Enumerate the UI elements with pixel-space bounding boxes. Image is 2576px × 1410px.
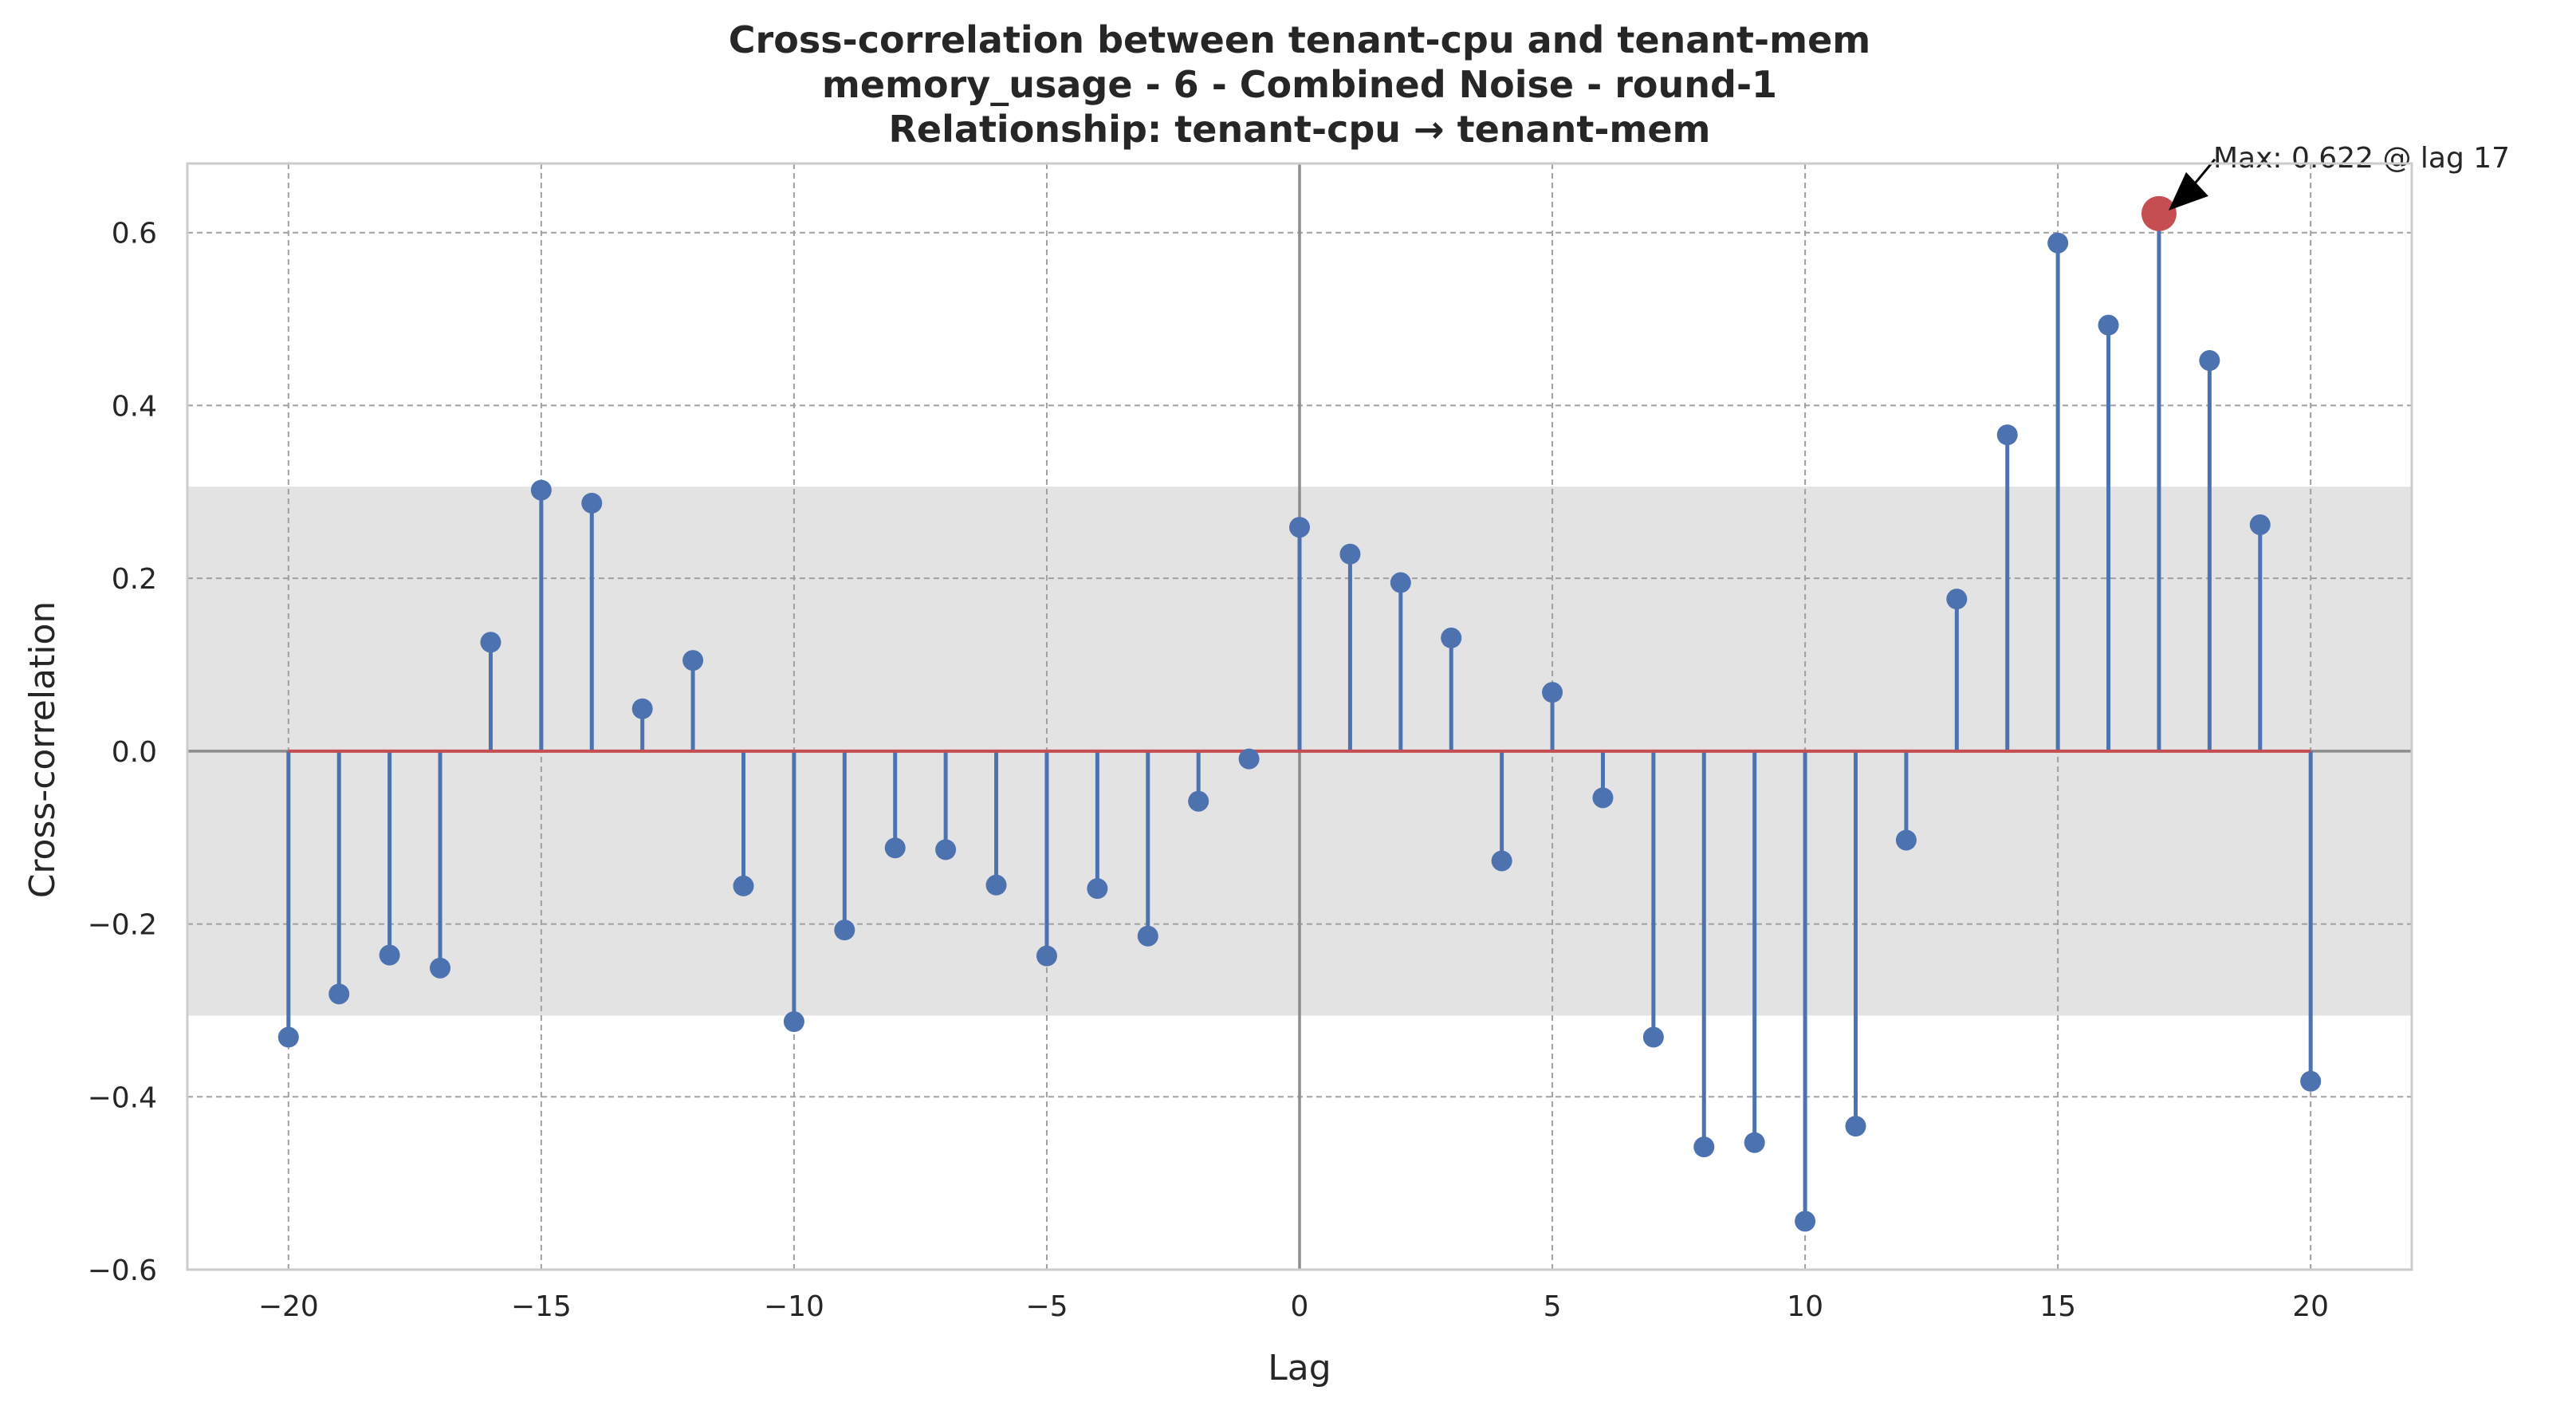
stem-marker bbox=[1642, 1026, 1664, 1048]
stem-marker bbox=[1238, 748, 1260, 770]
y-tick-label: 0.0 bbox=[112, 736, 157, 769]
max-marker bbox=[2141, 195, 2177, 231]
stem-marker bbox=[1693, 1136, 1715, 1158]
stem-marker bbox=[1390, 572, 1411, 593]
stem-marker bbox=[1895, 829, 1917, 851]
stem-marker bbox=[530, 479, 552, 501]
stem-marker bbox=[884, 837, 906, 859]
x-tick-label: −10 bbox=[764, 1290, 824, 1323]
stem-marker bbox=[1592, 787, 1614, 809]
y-tick-label: 0.4 bbox=[112, 390, 157, 423]
x-axis-label: Lag bbox=[1268, 1348, 1331, 1388]
stem-marker bbox=[631, 698, 653, 719]
y-tick-label: −0.4 bbox=[88, 1081, 157, 1114]
stem-marker bbox=[985, 874, 1007, 896]
stem-marker bbox=[480, 632, 501, 653]
stem-marker bbox=[2098, 314, 2119, 336]
stem-marker bbox=[1339, 543, 1361, 565]
stem-marker bbox=[379, 944, 400, 966]
chart-title-line-3: Relationship: tenant-cpu → tenant-mem bbox=[889, 108, 1711, 151]
stem-marker bbox=[2300, 1070, 2322, 1092]
stem-marker bbox=[682, 650, 704, 672]
plot-frame bbox=[186, 162, 2413, 1271]
x-tick-label: −15 bbox=[511, 1290, 572, 1323]
y-tick-label: 0.2 bbox=[112, 563, 157, 596]
annotation-arrow-head bbox=[2168, 171, 2208, 211]
y-tick-label: −0.6 bbox=[88, 1254, 157, 1287]
x-tick-label: 15 bbox=[2039, 1290, 2076, 1323]
stem-marker bbox=[430, 957, 451, 979]
x-tick-label: −5 bbox=[1025, 1290, 1068, 1323]
stem-marker bbox=[935, 839, 957, 861]
stem-marker bbox=[1036, 945, 1057, 967]
stem-marker bbox=[1188, 790, 1209, 812]
stem-marker bbox=[1795, 1211, 1816, 1232]
stem-marker bbox=[1744, 1132, 1765, 1153]
stem-marker bbox=[1289, 517, 1310, 538]
x-tick-label: 20 bbox=[2292, 1290, 2329, 1323]
max-annotation: Max: 0.622 @ lag 17 bbox=[2213, 142, 2510, 175]
stem-marker bbox=[2047, 232, 2069, 254]
stem-marker bbox=[834, 920, 855, 941]
stem-marker bbox=[1087, 878, 1108, 900]
stem-marker bbox=[1542, 682, 1563, 703]
stem-marker bbox=[1441, 627, 1462, 648]
y-tick-label: 0.6 bbox=[112, 218, 157, 250]
stem-marker bbox=[277, 1026, 299, 1048]
chart-title-line-1: Cross-correlation between tenant-cpu and… bbox=[729, 18, 1870, 61]
x-tick-label: 5 bbox=[1544, 1290, 1562, 1323]
stem-marker bbox=[783, 1011, 804, 1033]
y-tick-label: −0.2 bbox=[88, 909, 157, 942]
stem-marker bbox=[581, 492, 603, 514]
stem-marker bbox=[1946, 589, 1968, 610]
x-tick-label: 0 bbox=[1291, 1290, 1309, 1323]
y-axis-label: Cross-correlation bbox=[22, 601, 63, 899]
stem-marker bbox=[2199, 350, 2220, 372]
stem-marker bbox=[1137, 925, 1158, 947]
chart-title: Cross-correlation between tenant-cpu and… bbox=[729, 18, 1870, 151]
stem-marker bbox=[2249, 514, 2271, 535]
stem-marker bbox=[328, 983, 350, 1005]
stem-marker bbox=[1491, 850, 1512, 872]
stem-marker bbox=[1845, 1116, 1866, 1137]
stem-marker bbox=[1996, 424, 2018, 446]
plot-area: Max: 0.622 @ lag 17 −20 −15 −10 −5 0 5 10 15 20 −0… bbox=[88, 142, 2511, 1323]
x-tick-label: 10 bbox=[1787, 1290, 1823, 1323]
stem-marker bbox=[733, 875, 754, 896]
chart-title-line-2: memory_usage - 6 - Combined Noise - roun… bbox=[822, 63, 1777, 106]
x-tick-label: −20 bbox=[258, 1290, 319, 1323]
